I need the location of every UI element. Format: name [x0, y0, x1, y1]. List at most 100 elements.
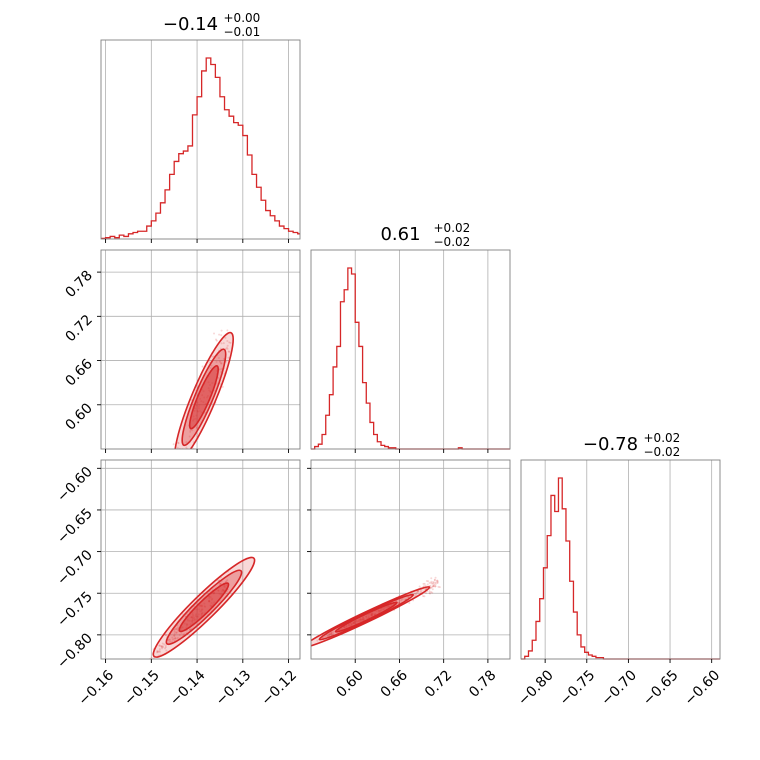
x-tick-label: −0.15	[121, 667, 163, 709]
sample-point	[116, 603, 118, 605]
sample-point	[433, 584, 436, 587]
title-upper-error: +0.02	[434, 221, 471, 235]
sample-point	[226, 339, 229, 342]
sample-point	[173, 475, 175, 477]
sample-point	[119, 600, 121, 602]
sample-point	[171, 465, 173, 467]
sample-point	[420, 590, 423, 593]
sample-point	[426, 583, 429, 586]
y-tick-label: 0.78	[62, 268, 95, 301]
sample-point	[326, 635, 329, 638]
sample-point	[148, 534, 150, 536]
sample-point	[327, 632, 330, 635]
sample-point	[418, 585, 421, 588]
sample-point	[141, 541, 143, 543]
sample-point	[178, 462, 180, 464]
sample-point	[111, 623, 113, 625]
histogram-step-line	[521, 477, 720, 660]
sample-point	[173, 630, 176, 633]
sample-point	[156, 512, 158, 514]
sample-point	[180, 453, 182, 455]
sample-point	[166, 480, 168, 482]
sample-point	[226, 344, 229, 347]
sample-point	[209, 367, 212, 370]
sample-point	[130, 570, 132, 572]
sample-point	[167, 480, 169, 482]
sample-point	[149, 522, 151, 524]
title-upper-error: +0.00	[224, 11, 261, 25]
sample-point	[429, 584, 432, 587]
sample-point	[330, 631, 333, 634]
sample-point	[328, 633, 331, 636]
sample-point	[140, 669, 142, 671]
title-lower-error: −0.01	[224, 25, 261, 39]
sample-point	[157, 650, 160, 653]
sample-point	[185, 452, 187, 454]
sample-point	[122, 598, 124, 600]
sample-point	[155, 507, 157, 509]
sample-point	[214, 338, 217, 341]
sample-point	[417, 590, 420, 593]
sample-point	[434, 585, 437, 588]
sample-point	[322, 636, 325, 639]
sample-point	[425, 592, 428, 595]
sample-point	[156, 651, 159, 654]
sample-point	[157, 515, 159, 517]
scatter-content	[111, 329, 234, 625]
sample-point	[147, 536, 149, 538]
sample-point	[201, 365, 204, 368]
sample-point	[177, 441, 180, 444]
sample-point	[434, 585, 437, 588]
sample-point	[176, 636, 179, 639]
sample-point	[116, 692, 118, 694]
scatter-panel-2-0: −0.16 −0.15 −0.14 −0.13 −0.12 −0.80−0.75−0.70…	[54, 459, 301, 709]
sample-point	[165, 634, 168, 637]
sample-point	[149, 662, 151, 664]
sample-point	[164, 483, 166, 485]
sample-point	[126, 679, 128, 681]
sample-point	[142, 525, 144, 527]
sample-point	[165, 490, 167, 492]
sample-point	[407, 595, 410, 598]
sample-point	[189, 430, 192, 433]
sample-point	[408, 602, 411, 605]
sample-point	[147, 527, 149, 529]
sample-point	[175, 631, 178, 634]
sample-point	[128, 682, 130, 684]
sample-point	[165, 649, 168, 652]
sample-point	[401, 597, 404, 600]
sample-point	[171, 465, 173, 467]
sample-point	[124, 685, 126, 687]
sample-point	[218, 360, 221, 363]
sample-point	[398, 601, 401, 604]
sample-point	[425, 579, 428, 582]
x-tick-label: −0.12	[259, 667, 301, 709]
sample-point	[107, 703, 109, 705]
sample-point	[147, 531, 149, 533]
sample-point	[111, 612, 113, 614]
sample-point	[120, 590, 122, 592]
x-tick-label: −0.13	[213, 667, 255, 709]
sample-point	[169, 470, 171, 472]
panel-title-0: −0.14 +0.00−0.01	[163, 11, 260, 39]
panel-frame	[310, 249, 511, 450]
sample-point	[181, 458, 183, 460]
sample-point	[150, 656, 153, 659]
sample-point	[431, 588, 434, 591]
sample-point	[141, 528, 143, 530]
sample-point	[158, 648, 161, 651]
sample-point	[134, 673, 136, 675]
sample-point	[189, 429, 192, 432]
histogram-step-line	[311, 267, 510, 450]
sample-point	[160, 645, 163, 648]
sample-point	[119, 597, 121, 599]
contour-level-3	[178, 582, 230, 633]
hist-panel-0	[100, 39, 301, 243]
title-lower-error: −0.02	[434, 235, 471, 249]
sample-point	[227, 350, 230, 353]
sample-point	[210, 364, 213, 367]
sample-point	[146, 531, 148, 533]
sample-point	[128, 679, 130, 681]
sample-point	[131, 678, 133, 680]
